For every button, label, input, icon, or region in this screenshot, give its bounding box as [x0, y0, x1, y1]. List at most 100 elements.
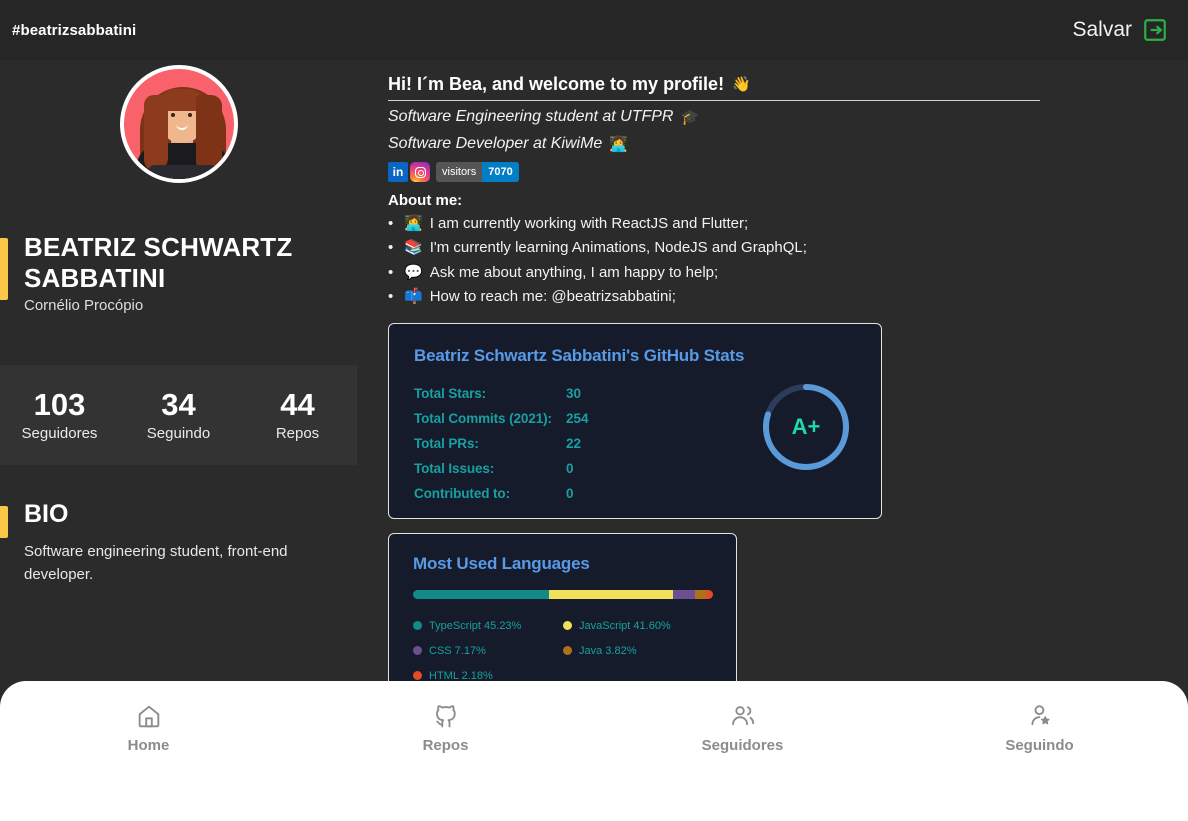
- social-badges: in visitors 7070: [388, 162, 1188, 182]
- instagram-icon[interactable]: [410, 162, 430, 182]
- row-value: 0: [566, 486, 574, 502]
- speech-balloon-icon: 💬: [404, 263, 423, 281]
- legend-dot-css: [413, 646, 422, 656]
- list-item-text: Ask me about anything, I am happy to hel…: [429, 263, 719, 281]
- profile-stats-panel: 103 Seguidores 34 Seguindo 44 Repos: [0, 365, 357, 465]
- job-text: Software Developer at KiwiMe: [388, 135, 603, 152]
- row-value: 0: [566, 461, 574, 477]
- row-label: Total Stars:: [414, 386, 487, 402]
- list-item: 👩‍💻 I am currently working with ReactJS …: [388, 212, 1188, 237]
- list-item: 📫 How to reach me: @beatrizsabbatini;: [388, 285, 1188, 310]
- nav-item-seguindo[interactable]: Seguindo: [891, 702, 1188, 754]
- nav-item-seguidores[interactable]: Seguidores: [594, 702, 891, 754]
- woman-technologist-icon: 👩‍💻: [404, 215, 423, 232]
- name-accent-bar: [0, 238, 8, 300]
- list-item-text: How to reach me: @beatrizsabbatini;: [429, 287, 676, 305]
- list-item: 📚 I'm currently learning Animations, Nod…: [388, 236, 1188, 261]
- avatar: [119, 65, 238, 183]
- sign-out-icon[interactable]: [1142, 17, 1168, 43]
- mailbox-icon: 📫: [404, 287, 423, 305]
- profile-handle: #beatrizsabbatini: [12, 21, 137, 39]
- legend-dot-html: [413, 671, 422, 681]
- legend-label: JavaScript 41.60%: [579, 619, 671, 632]
- stat-repos[interactable]: 44 Repos: [238, 387, 357, 442]
- list-item: 💬 Ask me about anything, I am happy to h…: [388, 261, 1188, 286]
- graduation-cap-icon: 🎓: [680, 108, 700, 126]
- heading-divider: [388, 100, 1040, 101]
- row-label: Total PRs:: [414, 436, 479, 452]
- profile-sidebar: BEATRIZ SCHWARTZ SABBATINI Cornélio Proc…: [0, 60, 357, 761]
- name-block: BEATRIZ SCHWARTZ SABBATINI Cornélio Proc…: [0, 232, 357, 314]
- users-icon: [729, 702, 757, 730]
- rank-ring: A+: [758, 379, 854, 475]
- legend-label: HTML 2.18%: [429, 669, 493, 682]
- legend-label: CSS 7.17%: [429, 644, 486, 657]
- main-content: Hi! I´m Bea, and welcome to my profile! …: [357, 60, 1188, 761]
- visitors-badge-label: visitors: [436, 162, 483, 182]
- list-item: Java 3.82%: [563, 638, 713, 663]
- lang-segment-css: [673, 590, 695, 600]
- row-label: Total Commits (2021):: [414, 411, 552, 427]
- languages-legend: TypeScript 45.23% JavaScript 41.60% CSS …: [413, 613, 713, 688]
- legend-label: TypeScript 45.23%: [429, 619, 522, 632]
- list-item: HTML 2.18%: [413, 663, 563, 688]
- stat-label: Seguidores: [21, 424, 98, 442]
- list-item: TypeScript 45.23%: [413, 613, 563, 638]
- about-me-title: About me:: [388, 192, 463, 209]
- lang-segment-java: [694, 590, 707, 600]
- save-label: Salvar: [1072, 18, 1132, 41]
- bio-block: BIO Software engineering student, front-…: [0, 500, 357, 586]
- waving-hand-icon: 👋: [732, 76, 751, 93]
- bottom-navigation: Home Repos Seguidores: [0, 681, 1188, 821]
- save-button[interactable]: Salvar: [1072, 17, 1176, 43]
- linkedin-icon[interactable]: in: [388, 162, 408, 182]
- home-icon: [135, 702, 163, 730]
- visitors-badge: visitors 7070: [436, 162, 519, 182]
- stat-label: Repos: [275, 424, 320, 442]
- stat-followers[interactable]: 103 Seguidores: [0, 388, 119, 442]
- stat-label: Seguindo: [146, 424, 211, 442]
- legend-dot-typescript: [413, 621, 422, 631]
- github-stats-rows: Total Stars: 30 Total Commits (2021): 25…: [414, 381, 856, 506]
- nav-label: Repos: [422, 737, 469, 754]
- books-icon: 📚: [404, 239, 423, 257]
- nav-label: Seguindo: [1005, 737, 1074, 754]
- list-item-text: I am currently working with ReactJS and …: [429, 215, 749, 232]
- user-star-icon: [1026, 702, 1054, 730]
- bio-text: Software engineering student, front-end …: [24, 543, 288, 583]
- row-value: 22: [566, 436, 582, 452]
- rank-label: A+: [791, 414, 821, 440]
- row-label: Total Issues:: [414, 461, 495, 477]
- table-row: Total Commits (2021): 254: [414, 406, 856, 431]
- page-body: BEATRIZ SCHWARTZ SABBATINI Cornélio Proc…: [0, 60, 1188, 821]
- nav-label: Seguidores: [701, 737, 784, 754]
- github-icon: [432, 702, 460, 730]
- education-text: Software Engineering student at UTFPR: [388, 108, 674, 125]
- lang-segment-javascript: [548, 590, 674, 600]
- nav-label: Home: [127, 737, 170, 754]
- stat-following[interactable]: 34 Seguindo: [119, 388, 238, 442]
- table-row: Total Issues: 0: [414, 456, 856, 481]
- legend-dot-java: [563, 646, 572, 656]
- stat-value: 44: [280, 387, 315, 423]
- readme-subtitle-job: Software Developer at KiwiMe 👩‍💻: [388, 135, 1188, 153]
- legend-dot-javascript: [563, 621, 572, 631]
- lang-segment-typescript: [413, 590, 549, 600]
- about-me-list: 👩‍💻 I am currently working with ReactJS …: [388, 212, 1188, 309]
- bio-accent-bar: [0, 506, 8, 538]
- lang-segment-html: [706, 590, 713, 600]
- table-row: Total Stars: 30: [414, 381, 856, 406]
- readme-heading: Hi! I´m Bea, and welcome to my profile! …: [388, 74, 1188, 95]
- nav-item-home[interactable]: Home: [0, 702, 297, 754]
- github-stats-card: Beatriz Schwartz Sabbatini's GitHub Stat…: [388, 323, 882, 520]
- page-title: BEATRIZ SCHWARTZ SABBATINI: [24, 232, 293, 293]
- list-item: CSS 7.17%: [413, 638, 563, 663]
- row-label: Contributed to:: [414, 486, 510, 502]
- readme-heading-text: Hi! I´m Bea, and welcome to my profile!: [388, 74, 725, 94]
- nav-item-repos[interactable]: Repos: [297, 702, 594, 754]
- legend-label: Java 3.82%: [579, 644, 637, 657]
- top-bar: #beatrizsabbatini Salvar: [0, 0, 1188, 60]
- row-value: 254: [566, 411, 589, 427]
- table-row: Contributed to: 0: [414, 481, 856, 506]
- list-item-text: I'm currently learning Animations, NodeJ…: [429, 239, 807, 257]
